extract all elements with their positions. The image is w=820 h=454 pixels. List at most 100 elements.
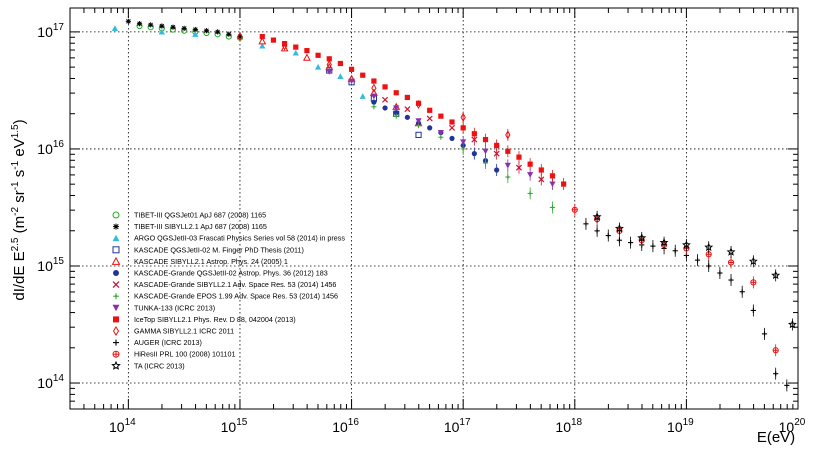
data-point xyxy=(493,150,500,157)
x-tick-label: 1019 xyxy=(667,417,694,435)
data-point xyxy=(315,52,321,58)
data-point xyxy=(482,148,489,155)
data-point xyxy=(515,164,523,171)
data-point xyxy=(616,237,623,243)
series-10 xyxy=(237,31,511,141)
legend-label: KASCADE QGSJetII-02 M. Finger PhD Thesis… xyxy=(134,245,304,254)
data-point xyxy=(281,41,288,51)
data-point xyxy=(448,124,456,131)
data-point xyxy=(293,44,299,50)
data-point xyxy=(471,131,477,137)
series-8 xyxy=(326,69,556,191)
data-point xyxy=(302,53,311,61)
data-point xyxy=(326,60,332,70)
y-tick-label: 1017 xyxy=(37,22,64,40)
data-point xyxy=(159,23,165,29)
data-point xyxy=(739,289,745,295)
data-point xyxy=(750,307,756,314)
data-point xyxy=(527,161,533,167)
data-point xyxy=(538,176,545,183)
data-point xyxy=(370,93,377,100)
data-point xyxy=(393,90,399,96)
legend-marker xyxy=(112,234,120,242)
data-point xyxy=(787,319,797,329)
data-point xyxy=(583,221,589,227)
series-9 xyxy=(259,33,567,191)
data-marks xyxy=(111,18,797,392)
data-point xyxy=(415,131,422,138)
data-point xyxy=(549,181,556,188)
legend-marker xyxy=(112,281,120,289)
data-point xyxy=(494,142,500,149)
data-point xyxy=(505,130,511,140)
legend-label: GAMMA SIBYLL2.1 ICRC 2011 xyxy=(134,327,234,336)
data-point xyxy=(292,49,299,56)
data-point xyxy=(415,100,422,106)
data-point xyxy=(516,154,522,160)
legend-label: HiResII PRL 100 (2008) 101101 xyxy=(134,350,235,359)
data-point xyxy=(270,37,277,43)
data-point xyxy=(750,279,757,286)
data-point xyxy=(192,31,199,37)
y-tick-label: 1014 xyxy=(37,373,64,391)
legend-label: KASCADE SIBYLL2.1 Astrop. Phys. 24 (2005… xyxy=(134,257,288,266)
data-point xyxy=(192,26,198,33)
series-5 xyxy=(371,99,500,177)
data-point xyxy=(460,139,467,146)
data-point xyxy=(337,60,344,67)
data-point xyxy=(627,239,634,246)
data-point xyxy=(728,277,734,283)
data-point xyxy=(592,212,602,221)
data-point xyxy=(348,78,355,85)
data-point xyxy=(549,173,556,179)
data-point xyxy=(672,248,678,254)
legend-label: KASCADE-Grande EPOS 1.99 Adv. Space Res.… xyxy=(134,292,338,301)
data-point xyxy=(348,66,355,72)
data-point xyxy=(727,259,735,266)
data-point xyxy=(726,247,736,256)
legend-marker xyxy=(111,256,121,265)
data-point xyxy=(482,160,489,166)
legend-marker xyxy=(113,223,119,230)
data-point xyxy=(504,162,511,169)
y-axis-title: dI/dE E2.5 (m-2 sr-1 s-1 eV1.5) xyxy=(10,119,28,300)
data-point xyxy=(259,33,265,40)
data-point xyxy=(360,72,366,78)
data-point xyxy=(382,96,389,103)
data-point xyxy=(170,24,176,30)
legend-marker xyxy=(113,339,119,346)
data-point xyxy=(215,29,221,35)
legend-marker xyxy=(112,211,120,219)
data-point xyxy=(527,172,534,178)
data-point xyxy=(614,223,624,233)
plot-frame xyxy=(69,7,799,410)
data-point xyxy=(717,270,723,276)
data-point xyxy=(650,243,656,249)
data-point xyxy=(659,237,669,247)
data-point xyxy=(404,114,410,120)
legend-label: TIBET-III QGSJet01 ApJ 687 (2008) 1165 xyxy=(134,211,266,220)
data-point xyxy=(415,118,422,124)
data-point xyxy=(125,18,131,24)
legend-marker xyxy=(113,270,119,276)
legend-label: IceTop SIBYLL2.1 Phys. Rev. D 88, 042004… xyxy=(134,315,296,324)
data-point xyxy=(706,263,712,269)
data-point xyxy=(637,233,647,242)
data-point xyxy=(404,94,410,101)
data-point xyxy=(259,42,266,49)
data-point xyxy=(748,256,758,266)
data-point xyxy=(415,99,422,110)
data-point xyxy=(505,148,511,154)
legend-marker xyxy=(112,304,120,312)
data-point xyxy=(304,48,310,54)
data-point xyxy=(773,371,779,377)
data-point xyxy=(393,110,399,116)
legend-marker xyxy=(112,350,120,358)
legend-label: TIBET-III SIBYLL2.1 ApJ 687 (2008) 1165 xyxy=(134,222,267,231)
data-point xyxy=(426,115,433,122)
data-point xyxy=(449,135,455,142)
data-point xyxy=(371,78,377,84)
data-point xyxy=(561,181,567,187)
legend-marker xyxy=(113,316,119,323)
data-point xyxy=(527,190,533,197)
